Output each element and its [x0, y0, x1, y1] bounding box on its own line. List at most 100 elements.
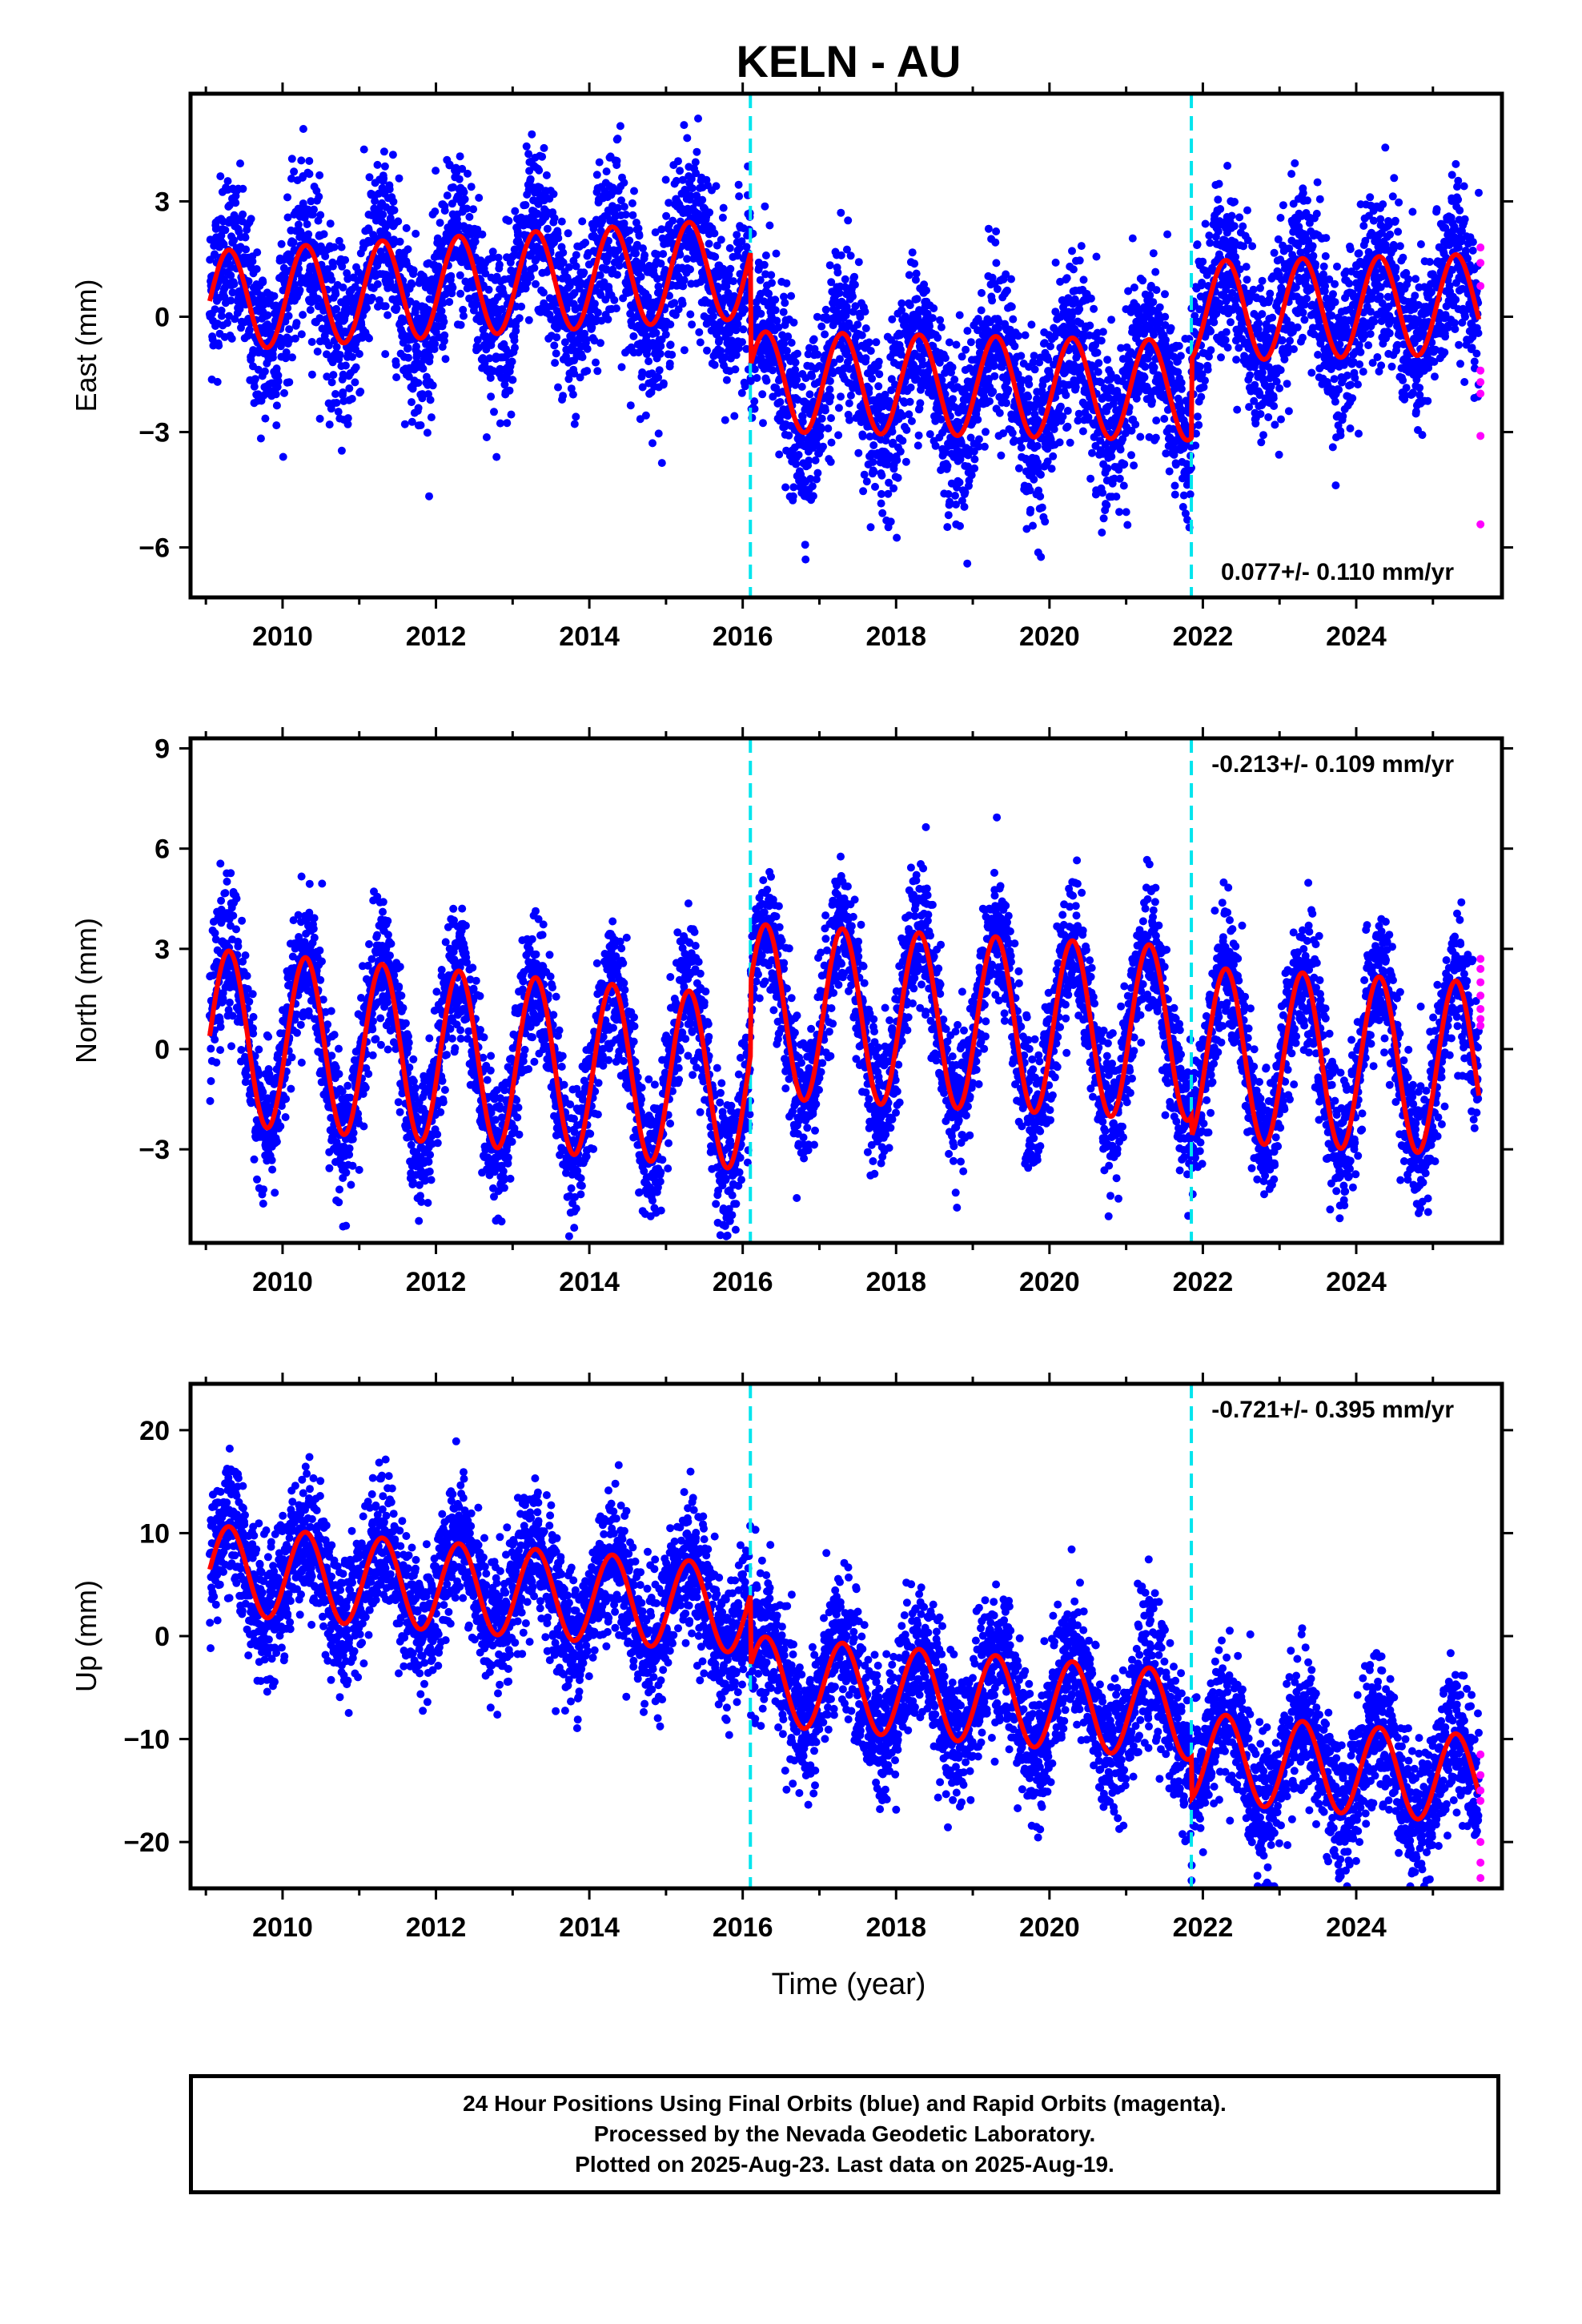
final-point	[1193, 240, 1202, 249]
final-point	[395, 174, 404, 183]
final-point	[1170, 481, 1179, 490]
final-point	[484, 285, 493, 294]
final-point	[580, 268, 588, 277]
final-point	[837, 208, 845, 217]
final-point	[274, 371, 283, 380]
final-point	[834, 404, 843, 412]
final-point	[432, 167, 440, 175]
final-point	[989, 388, 998, 396]
final-point	[1223, 344, 1232, 352]
final-point	[381, 302, 390, 311]
final-point	[428, 381, 437, 390]
final-point	[559, 248, 568, 257]
final-point	[512, 327, 520, 336]
final-point	[1047, 464, 1056, 473]
final-point	[272, 421, 281, 430]
final-point	[1046, 342, 1054, 351]
final-point	[680, 275, 689, 284]
final-point	[467, 183, 476, 191]
final-point	[223, 177, 232, 186]
final-point	[337, 446, 346, 455]
final-point	[813, 468, 822, 477]
final-point	[1066, 438, 1074, 447]
final-point	[259, 278, 267, 287]
final-point	[412, 229, 420, 238]
final-point	[455, 175, 464, 183]
final-point	[825, 261, 834, 270]
final-point	[936, 316, 945, 324]
final-point	[990, 362, 998, 371]
final-point	[1079, 275, 1088, 284]
final-point	[833, 268, 842, 277]
final-point	[400, 420, 409, 428]
final-point	[295, 286, 304, 295]
final-point	[287, 155, 296, 163]
final-point	[626, 401, 635, 410]
final-point	[1063, 407, 1072, 415]
final-point	[750, 365, 759, 374]
final-point	[1029, 521, 1037, 530]
final-point	[928, 314, 937, 323]
final-point	[636, 272, 645, 281]
final-point	[956, 521, 964, 530]
final-point	[440, 207, 449, 215]
final-point	[379, 174, 388, 183]
final-point	[905, 397, 914, 406]
final-point	[241, 233, 250, 242]
final-point	[850, 280, 859, 289]
final-point	[970, 464, 979, 472]
final-point	[521, 201, 530, 209]
final-point	[596, 271, 604, 279]
final-point	[1131, 420, 1140, 428]
final-point	[951, 492, 959, 500]
final-point	[734, 180, 743, 189]
final-point	[274, 377, 283, 386]
final-point	[986, 397, 994, 406]
final-point	[1217, 353, 1225, 362]
final-point	[1036, 492, 1045, 501]
final-point	[307, 370, 316, 379]
final-point	[505, 386, 514, 395]
final-point	[926, 430, 934, 439]
final-point	[616, 122, 624, 131]
final-point	[753, 374, 761, 382]
final-point	[808, 482, 817, 491]
final-point	[290, 167, 299, 176]
final-point	[765, 221, 774, 230]
final-point	[1243, 275, 1251, 284]
final-point	[239, 210, 247, 219]
final-point	[325, 420, 334, 429]
final-point	[950, 376, 959, 384]
final-point	[767, 271, 776, 279]
final-point	[1098, 489, 1107, 497]
final-point	[447, 271, 456, 280]
final-point	[414, 379, 423, 388]
final-point	[540, 143, 548, 152]
final-point	[640, 251, 649, 259]
final-point	[227, 334, 236, 343]
final-point	[294, 220, 303, 229]
final-point	[612, 156, 621, 165]
final-point	[332, 399, 341, 407]
final-point	[1155, 303, 1164, 312]
final-point	[581, 239, 590, 247]
final-point	[431, 340, 440, 348]
final-point	[849, 292, 857, 301]
final-point	[524, 316, 533, 324]
final-point	[396, 237, 404, 246]
final-point	[427, 413, 436, 422]
final-point	[1055, 438, 1064, 447]
final-point	[583, 344, 592, 353]
final-point	[1107, 452, 1116, 461]
final-point	[1068, 247, 1076, 255]
final-point	[691, 158, 700, 167]
final-point	[977, 306, 986, 315]
final-point	[270, 292, 279, 300]
final-point	[235, 305, 244, 313]
final-point	[717, 235, 725, 244]
panel-east: 2010 2012 2014 2016 2018 2020 2022 2024−6−303Ea…	[70, 82, 1513, 652]
final-point	[858, 432, 867, 440]
final-point	[1174, 342, 1183, 350]
final-point	[334, 408, 343, 416]
